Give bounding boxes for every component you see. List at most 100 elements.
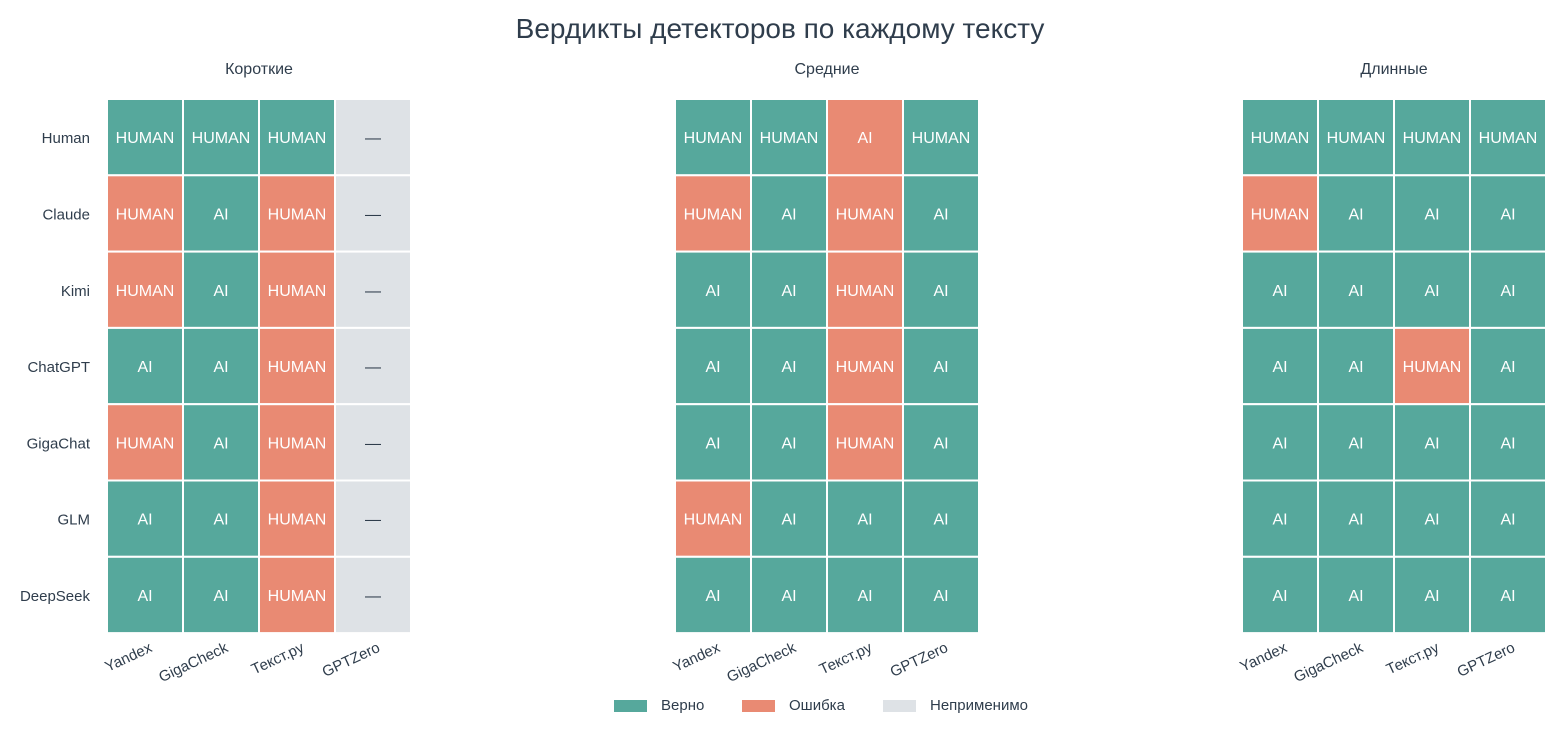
- cell-label: AI: [781, 512, 796, 529]
- y-tick-label: GLM: [57, 512, 90, 529]
- heatmap-cell: [674, 174, 752, 253]
- cell-label: AI: [933, 588, 948, 605]
- heatmap-cell: [1317, 403, 1395, 482]
- panel-title-short: Короткие: [225, 61, 293, 78]
- cell-label: HUMAN: [116, 435, 175, 452]
- legend: Верно Ошибка Неприменимо: [0, 697, 1560, 717]
- cell-label: HUMAN: [912, 130, 971, 147]
- cell-label: AI: [933, 512, 948, 529]
- cell-label: AI: [213, 512, 228, 529]
- heatmap-cell: [1393, 98, 1471, 177]
- cell-label: AI: [137, 588, 152, 605]
- cell-label: AI: [705, 359, 720, 376]
- cell-label: AI: [1348, 435, 1363, 452]
- panel-title-medium: Средние: [794, 61, 860, 78]
- cell-label: HUMAN: [684, 206, 743, 223]
- cell-label: HUMAN: [116, 130, 175, 147]
- cell-label: HUMAN: [684, 512, 743, 529]
- cell-label: AI: [137, 359, 152, 376]
- heatmap-cell: [106, 403, 184, 482]
- cell-label: AI: [1424, 435, 1439, 452]
- heatmap-cell: [826, 555, 904, 635]
- heatmap-cell: [1317, 174, 1395, 253]
- cell-label: AI: [857, 512, 872, 529]
- cell-label: —: [365, 206, 381, 223]
- cell-label: AI: [1348, 283, 1363, 300]
- cell-label: AI: [1272, 283, 1287, 300]
- heatmap-cell: [334, 326, 412, 406]
- heatmap-cell: [1241, 479, 1319, 558]
- x-tick-label: GPTZero: [888, 639, 951, 680]
- x-tick-label: GPTZero: [1455, 639, 1518, 680]
- cell-label: HUMAN: [116, 206, 175, 223]
- heatmap-cell: [1469, 479, 1547, 558]
- cell-label: AI: [213, 588, 228, 605]
- heatmap-cell: [1469, 326, 1547, 406]
- heatmap-cell: [826, 174, 904, 253]
- cell-label: HUMAN: [836, 359, 895, 376]
- cell-label: HUMAN: [1403, 130, 1462, 147]
- x-tick-label: Текст.ру: [817, 639, 875, 678]
- legend-label-correct: Верно: [661, 697, 705, 714]
- cell-label: AI: [933, 283, 948, 300]
- heatmap-cell: [902, 403, 980, 482]
- cell-label: —: [365, 512, 381, 529]
- cell-label: HUMAN: [1251, 130, 1310, 147]
- heatmap-cell: [1469, 555, 1547, 635]
- cell-label: AI: [933, 435, 948, 452]
- cell-label: AI: [1500, 206, 1515, 223]
- x-tick-label: Текст.ру: [1384, 639, 1442, 678]
- cell-label: —: [365, 435, 381, 452]
- heatmap-cell: [182, 326, 260, 406]
- heatmap-cell: [106, 555, 184, 635]
- cell-label: —: [365, 283, 381, 300]
- heatmap-cell: [674, 479, 752, 558]
- cell-label: AI: [1424, 283, 1439, 300]
- cell-label: AI: [1348, 588, 1363, 605]
- cell-label: —: [365, 130, 381, 147]
- chart-title: Вердикты детекторов по каждому тексту: [515, 13, 1045, 44]
- cell-label: HUMAN: [836, 283, 895, 300]
- legend-item-correct: Верно: [614, 697, 704, 714]
- cell-label: —: [365, 359, 381, 376]
- cell-label: HUMAN: [836, 206, 895, 223]
- legend-item-na: Неприменимо: [883, 697, 1028, 714]
- cell-label: HUMAN: [760, 130, 819, 147]
- cell-label: AI: [1272, 359, 1287, 376]
- heatmap-cell: [1317, 555, 1395, 635]
- heatmap-cell: [1469, 98, 1547, 177]
- heatmap-cell: [258, 555, 336, 635]
- cell-label: AI: [1500, 359, 1515, 376]
- heatmap-cell: [258, 403, 336, 482]
- cell-label: —: [365, 588, 381, 605]
- cell-label: HUMAN: [116, 283, 175, 300]
- heatmap-cell: [258, 174, 336, 253]
- heatmap-cell: [182, 403, 260, 482]
- heatmap-cell: [750, 250, 828, 329]
- y-tick-label: Human: [42, 130, 90, 147]
- cell-label: AI: [1500, 588, 1515, 605]
- cell-label: AI: [1272, 512, 1287, 529]
- cell-label: HUMAN: [192, 130, 251, 147]
- cell-label: AI: [781, 359, 796, 376]
- cell-label: HUMAN: [268, 435, 327, 452]
- cell-label: AI: [1500, 435, 1515, 452]
- heatmap-cell: [674, 98, 752, 177]
- x-tick-label: Yandex: [102, 639, 155, 676]
- cell-label: HUMAN: [836, 435, 895, 452]
- panel-title-long: Длинные: [1360, 61, 1428, 78]
- heatmap-cell: [826, 250, 904, 329]
- cell-label: AI: [1500, 283, 1515, 300]
- y-tick-label: DeepSeek: [20, 588, 91, 605]
- cell-label: AI: [781, 588, 796, 605]
- heatmap-cell: [1393, 479, 1471, 558]
- heatmap-cell: [182, 555, 260, 635]
- heatmap-cell: [750, 555, 828, 635]
- legend-label-error: Ошибка: [789, 697, 845, 714]
- cell-label: HUMAN: [268, 206, 327, 223]
- heatmap-cell: [902, 98, 980, 177]
- x-tick-label: Yandex: [1237, 639, 1290, 676]
- cell-label: HUMAN: [684, 130, 743, 147]
- heatmap-cell: [182, 174, 260, 253]
